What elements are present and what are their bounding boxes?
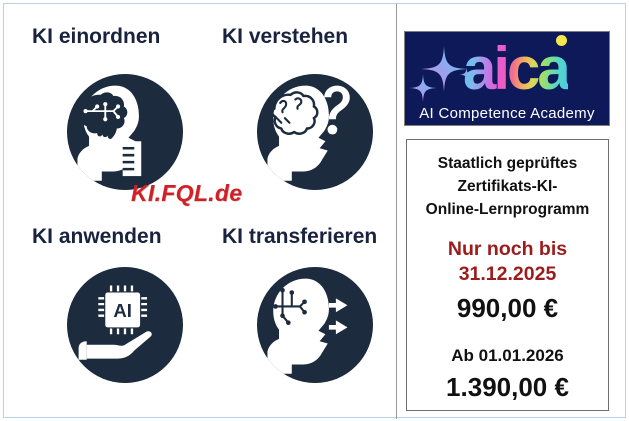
svg-text:AI: AI xyxy=(113,300,132,321)
